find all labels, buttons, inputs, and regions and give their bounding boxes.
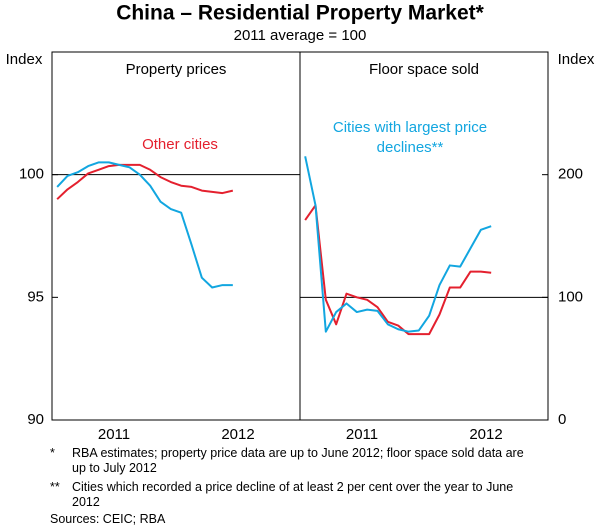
plot-frame [299, 51, 549, 421]
series-label: Other cities [142, 136, 218, 153]
y-tick-label: 200 [558, 166, 583, 183]
panel-title: Floor space sold [369, 61, 479, 78]
x-tick-label: 2012 [469, 426, 502, 443]
x-tick-label: 2012 [221, 426, 254, 443]
y-tick-label: 0 [558, 411, 566, 428]
footnote-mark: ** [50, 480, 60, 494]
series-label: Cities with largest price declines** [332, 119, 488, 156]
data-line [304, 204, 492, 336]
chart-title: China – Residential Property Market* [116, 2, 484, 25]
y-tick-label: 100 [558, 288, 583, 305]
sources-text: Sources: CEIC; RBA [50, 512, 166, 526]
y-tick-label: 95 [27, 288, 44, 305]
sources: Sources: CEIC; RBA [50, 512, 540, 527]
y-tick-label: 100 [19, 166, 44, 183]
footnote-mark: * [50, 446, 55, 460]
footnote-text: Cities which recorded a price decline of… [72, 480, 514, 509]
plot-frame [51, 51, 301, 421]
x-tick-label: 2011 [98, 426, 130, 443]
data-line [56, 163, 234, 200]
data-line [56, 161, 233, 289]
y-axis-label: Index [6, 51, 43, 68]
y-tick-label: 90 [27, 411, 44, 428]
chart-subtitle: 2011 average = 100 [234, 27, 367, 44]
footnote: * RBA estimates; property price data are … [50, 446, 540, 476]
footnote-text: RBA estimates; property price data are u… [72, 446, 524, 475]
y-axis-label: Index [558, 51, 595, 68]
x-tick-label: 2011 [346, 426, 378, 443]
panel-title: Property prices [126, 61, 227, 78]
footnote: ** Cities which recorded a price decline … [50, 480, 540, 510]
data-line [304, 156, 492, 333]
